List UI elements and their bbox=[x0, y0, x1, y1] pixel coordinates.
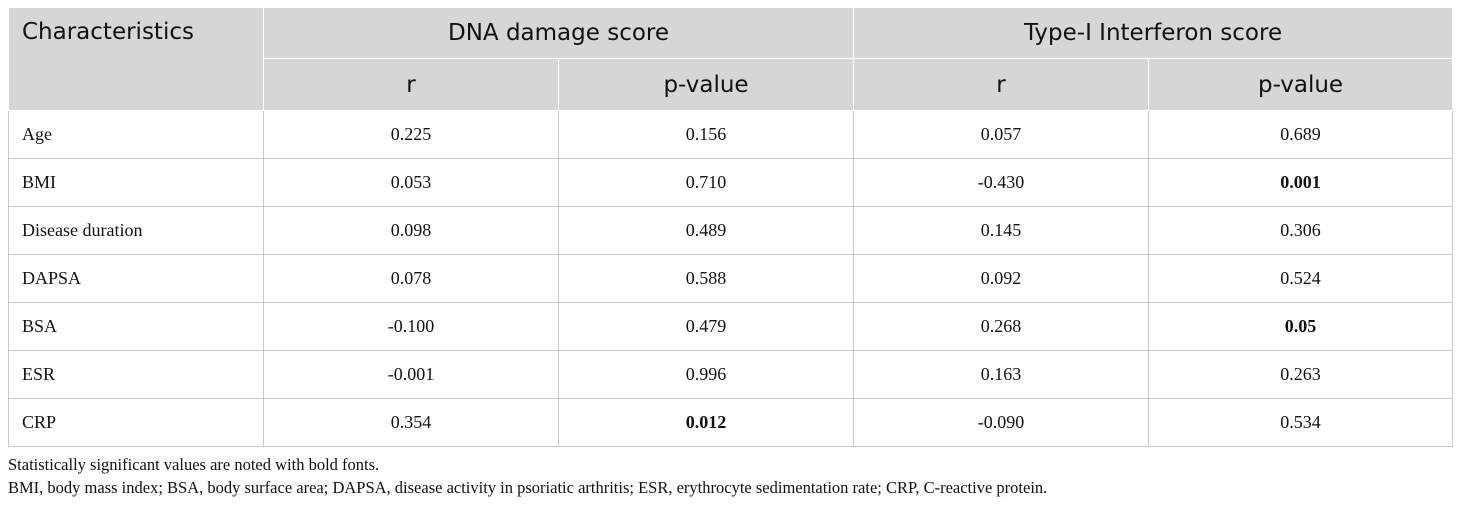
row-label: DAPSA bbox=[8, 254, 264, 303]
table-cell: -0.001 bbox=[263, 350, 559, 399]
table-cell: 0.001 bbox=[1148, 158, 1454, 207]
footnote-abbreviations: BMI, body mass index; BSA, body surface … bbox=[8, 478, 1048, 497]
table-row: BSA -0.100 0.479 0.268 0.05 bbox=[8, 302, 1454, 351]
table-cell: 0.268 bbox=[853, 302, 1150, 351]
row-label: Disease duration bbox=[8, 206, 264, 255]
table-cell: 0.710 bbox=[557, 158, 855, 207]
subheader-p-value: p-value bbox=[1148, 58, 1454, 111]
table-cell: 0.057 bbox=[853, 110, 1150, 159]
table-cell: 0.078 bbox=[263, 254, 559, 303]
table-cell: 0.996 bbox=[557, 350, 855, 399]
subheader-p-value: p-value bbox=[557, 58, 855, 111]
table-cell: 0.225 bbox=[263, 110, 559, 159]
table-cell: 0.053 bbox=[263, 158, 559, 207]
table-cell: 0.145 bbox=[853, 206, 1150, 255]
table-header: Characteristics DNA damage score Type-I … bbox=[8, 7, 1454, 111]
table-row: Age 0.225 0.156 0.057 0.689 bbox=[8, 110, 1454, 159]
table-row: BMI 0.053 0.710 -0.430 0.001 bbox=[8, 158, 1454, 207]
table-footnotes: Statistically significant values are not… bbox=[8, 453, 1047, 499]
row-label: CRP bbox=[8, 398, 264, 447]
header-dna-damage-score: DNA damage score bbox=[262, 7, 855, 59]
subheader-r: r bbox=[853, 58, 1150, 111]
subheader-r: r bbox=[263, 58, 559, 111]
table-cell: 0.306 bbox=[1148, 206, 1454, 255]
table-cell: 0.588 bbox=[557, 254, 855, 303]
table-cell: 0.524 bbox=[1148, 254, 1454, 303]
table-cell: 0.098 bbox=[263, 206, 559, 255]
header-type-i-interferon-score: Type-I Interferon score bbox=[853, 7, 1454, 59]
table-row: DAPSA 0.078 0.588 0.092 0.524 bbox=[8, 254, 1454, 303]
table-cell: 0.163 bbox=[853, 350, 1150, 399]
table-cell: -0.430 bbox=[853, 158, 1150, 207]
footnote-significance: Statistically significant values are not… bbox=[8, 455, 380, 474]
table-cell: -0.100 bbox=[263, 302, 559, 351]
table-cell: 0.092 bbox=[853, 254, 1150, 303]
table-cell: 0.479 bbox=[557, 302, 855, 351]
row-label: Age bbox=[8, 110, 264, 159]
row-label: ESR bbox=[8, 350, 264, 399]
table-cell: 0.689 bbox=[1148, 110, 1454, 159]
table-cell: 0.354 bbox=[263, 398, 559, 447]
table-cell: 0.05 bbox=[1148, 302, 1454, 351]
table-cell: 0.012 bbox=[557, 398, 855, 447]
table-row: ESR -0.001 0.996 0.163 0.263 bbox=[8, 350, 1454, 399]
table-cell: 0.263 bbox=[1148, 350, 1454, 399]
row-label: BSA bbox=[8, 302, 264, 351]
table-cell: 0.489 bbox=[557, 206, 855, 255]
table-cell: -0.090 bbox=[853, 398, 1150, 447]
table-row: CRP 0.354 0.012 -0.090 0.534 bbox=[8, 398, 1454, 447]
table-cell: 0.156 bbox=[557, 110, 855, 159]
correlation-table-container: Characteristics DNA damage score Type-I … bbox=[8, 7, 1454, 447]
table-cell: 0.534 bbox=[1148, 398, 1454, 447]
table-row: Disease duration 0.098 0.489 0.145 0.306 bbox=[8, 206, 1454, 255]
correlation-table: Characteristics DNA damage score Type-I … bbox=[8, 7, 1454, 447]
header-characteristics: Characteristics bbox=[8, 7, 264, 111]
table-body: Age 0.225 0.156 0.057 0.689 BMI 0.053 0.… bbox=[8, 110, 1454, 447]
row-label: BMI bbox=[8, 158, 264, 207]
